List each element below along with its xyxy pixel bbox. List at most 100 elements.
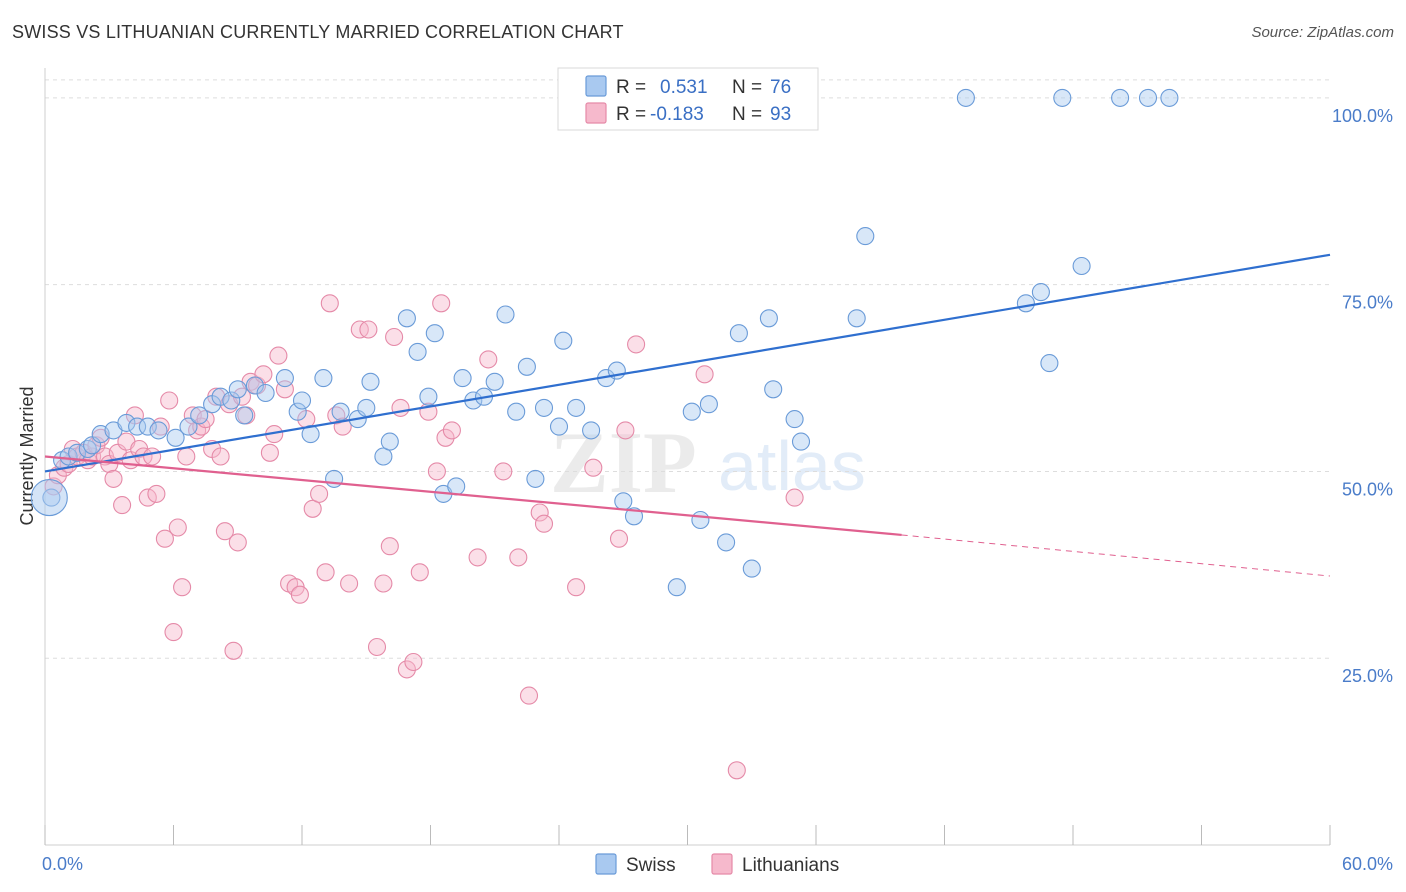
swiss-point bbox=[1160, 88, 1179, 107]
lithuanians-point bbox=[695, 365, 714, 384]
lithuanians-point bbox=[479, 350, 498, 369]
swiss-point bbox=[517, 357, 536, 376]
swiss-point bbox=[256, 383, 275, 403]
lithuanians-point bbox=[727, 761, 746, 780]
lithuanians-point bbox=[616, 421, 635, 440]
lithuanians-trend-line-extension bbox=[901, 534, 1331, 577]
swiss-point bbox=[211, 387, 230, 406]
swiss-point-cluster bbox=[30, 479, 68, 517]
lithuanians-point bbox=[138, 488, 157, 507]
lithuanians-point bbox=[228, 533, 247, 552]
lithuanians-point bbox=[427, 462, 446, 481]
swiss-point bbox=[785, 410, 804, 429]
lithuanians-point bbox=[269, 346, 288, 365]
swiss-point bbox=[190, 406, 209, 425]
swiss-point bbox=[447, 477, 466, 496]
swiss-point bbox=[222, 391, 241, 410]
swiss-point bbox=[742, 559, 761, 578]
lithuanians-point bbox=[316, 563, 335, 582]
lithuanians-point bbox=[310, 484, 329, 503]
lithuanians-point bbox=[468, 548, 487, 567]
y-tick-label-75: 75.0% bbox=[1342, 293, 1393, 313]
swiss-point bbox=[408, 342, 427, 361]
lithuanians-point bbox=[173, 578, 192, 597]
swiss-point bbox=[1111, 88, 1130, 107]
swiss-point bbox=[166, 428, 185, 447]
lithuanians-point bbox=[260, 443, 279, 462]
lithuanians-point bbox=[359, 320, 378, 339]
x-axis-ticks bbox=[44, 825, 1331, 845]
swiss-point bbox=[419, 387, 438, 406]
series-legend: Swiss Lithuanians bbox=[595, 853, 839, 876]
stats-legend-swiss-r-value: 0.531 bbox=[660, 77, 708, 98]
swiss-point bbox=[117, 413, 136, 432]
lithuanians-point bbox=[155, 529, 174, 548]
swiss-point bbox=[292, 391, 312, 410]
lithuanians-point bbox=[436, 428, 455, 447]
swiss-point bbox=[667, 578, 686, 597]
lithuanians-point bbox=[113, 496, 132, 515]
swiss-point bbox=[856, 227, 875, 246]
y-tick-label-25: 25.0% bbox=[1342, 666, 1393, 686]
lithuanians-point bbox=[494, 462, 513, 481]
stats-legend-lithuanians-r-label: R = bbox=[616, 104, 646, 125]
swiss-point bbox=[380, 432, 399, 451]
swiss-point bbox=[374, 447, 393, 466]
lithuanians-point bbox=[397, 660, 416, 679]
lithuanians-point bbox=[160, 391, 179, 410]
lithuanians-point bbox=[534, 514, 554, 533]
lithuanians-points bbox=[44, 294, 804, 780]
swiss-point bbox=[275, 369, 294, 388]
swiss-point bbox=[235, 406, 254, 425]
y-axis-title: Currently Married bbox=[17, 386, 37, 525]
legend-swiss-swatch bbox=[595, 853, 617, 875]
lithuanians-point bbox=[584, 458, 603, 477]
lithuanians-point bbox=[177, 447, 196, 466]
swiss-point bbox=[956, 88, 975, 107]
lithuanians-point bbox=[380, 537, 399, 556]
y-tick-label-50: 50.0% bbox=[1342, 479, 1393, 499]
swiss-point bbox=[1031, 283, 1050, 302]
stats-legend-swiss-r-label: R = bbox=[616, 77, 646, 98]
lithuanians-point bbox=[385, 327, 404, 347]
swiss-point bbox=[699, 395, 718, 414]
swiss-point bbox=[1072, 256, 1091, 276]
stats-legend: R = 0.531 N = 76 R = -0.183 N = 93 bbox=[557, 67, 819, 131]
swiss-point bbox=[682, 402, 701, 421]
lithuanians-point bbox=[530, 503, 549, 522]
stats-legend-swiss-n-value: 76 bbox=[770, 77, 791, 98]
lithuanians-point bbox=[104, 469, 123, 488]
swiss-point bbox=[357, 398, 376, 417]
lithuanians-point bbox=[404, 652, 423, 672]
swiss-point bbox=[228, 380, 247, 399]
lithuanians-point bbox=[303, 499, 322, 518]
swiss-points bbox=[30, 88, 1179, 597]
chart-title: SWISS VS LITHUANIAN CURRENTLY MARRIED CO… bbox=[12, 22, 624, 42]
lithuanians-point bbox=[432, 294, 451, 313]
legend-swiss-label: Swiss bbox=[626, 855, 676, 876]
watermark-zip: ZIP bbox=[550, 415, 697, 512]
lithuanians-point bbox=[567, 578, 586, 597]
watermark-atlas: atlas bbox=[718, 427, 866, 505]
lithuanians-point bbox=[211, 447, 230, 466]
swiss-point bbox=[453, 369, 472, 388]
stats-legend-lithuanians-n-label: N = bbox=[732, 104, 762, 125]
swiss-point bbox=[288, 402, 307, 421]
swiss-point bbox=[791, 432, 811, 451]
swiss-point bbox=[68, 443, 87, 462]
lithuanians-point bbox=[215, 522, 234, 541]
swiss-point bbox=[759, 309, 778, 328]
swiss-point bbox=[425, 324, 444, 343]
swiss-point bbox=[507, 402, 526, 421]
swiss-point bbox=[1016, 294, 1035, 313]
swiss-point bbox=[567, 398, 586, 417]
lithuanians-point bbox=[164, 623, 183, 642]
lithuanians-point bbox=[340, 574, 359, 593]
lithuanians-point bbox=[442, 421, 461, 440]
lithuanians-point bbox=[609, 529, 629, 548]
x-tick-label-min: 0.0% bbox=[42, 854, 83, 874]
swiss-point bbox=[397, 309, 416, 328]
swiss-point bbox=[717, 533, 736, 552]
swiss-point bbox=[314, 369, 333, 388]
